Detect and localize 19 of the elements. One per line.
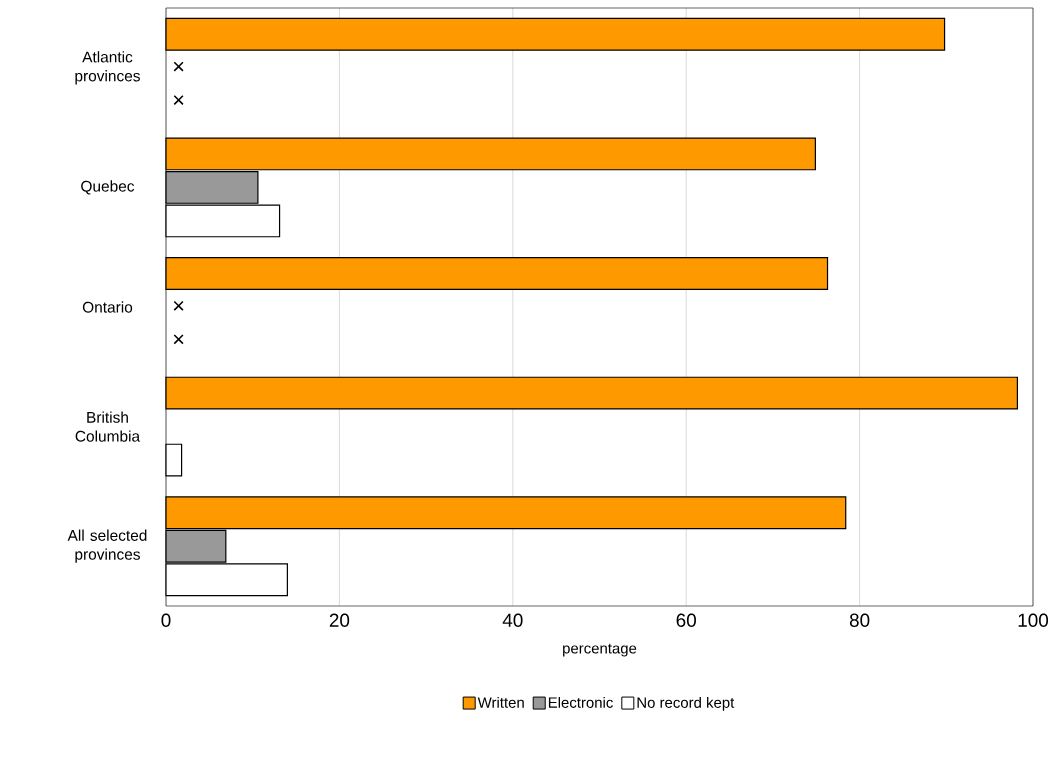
y-tick-label: Quebec: [81, 180, 135, 195]
x-tick-label: 80: [849, 613, 870, 627]
x-tick-label: 20: [329, 613, 350, 627]
y-tick-label: Ontario: [82, 301, 133, 313]
legend-label: Electronic: [548, 696, 613, 708]
x-tick-label: 0: [161, 613, 171, 627]
x-axis-title: percentage: [563, 643, 637, 657]
x-tick-label: 40: [502, 613, 523, 627]
x-tick-label: 100: [1018, 613, 1049, 627]
text: ×: [173, 334, 184, 345]
text: ×: [173, 61, 184, 72]
legend-label: Written: [477, 696, 524, 708]
y-tick-label: Atlantic provinces: [75, 51, 140, 85]
legend-label: No record kept: [637, 696, 735, 711]
text: ×: [173, 95, 184, 105]
y-tick-label: All selected provinces: [67, 529, 147, 563]
x-tick-label: 60: [676, 613, 696, 627]
y-tick-label: British Columbia: [75, 411, 141, 442]
text: ×: [173, 300, 184, 311]
